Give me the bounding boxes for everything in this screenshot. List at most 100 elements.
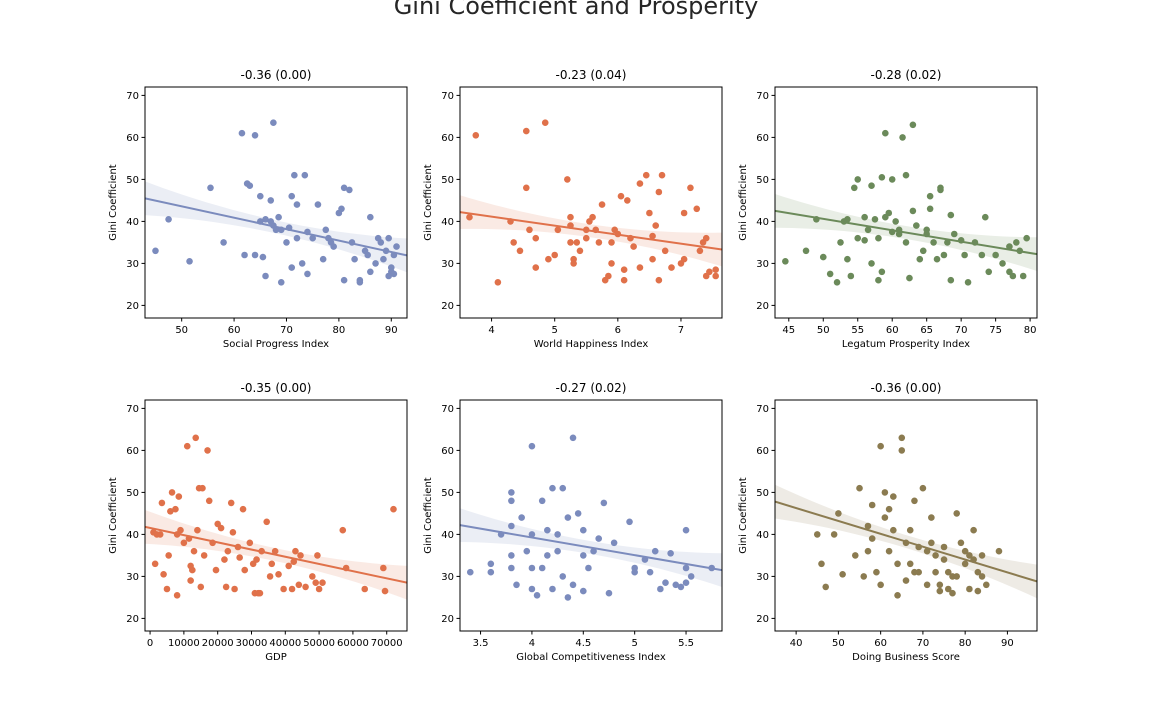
y-axis-label: Gini Coefficient — [108, 164, 119, 241]
y-tick-label: 40 — [756, 530, 769, 541]
data-point — [906, 560, 914, 568]
data-point — [928, 539, 935, 547]
data-point — [268, 560, 276, 568]
y-tick-label: 70 — [756, 404, 769, 415]
x-axis-label: Global Competitiveness Index — [516, 652, 666, 663]
data-point — [393, 243, 400, 250]
data-point — [966, 552, 973, 559]
data-point — [151, 560, 159, 568]
x-tick-label: 50 — [832, 638, 845, 649]
data-point — [158, 499, 166, 507]
data-point — [319, 579, 326, 586]
data-point — [646, 209, 653, 217]
data-point — [192, 434, 200, 442]
data-point — [877, 581, 884, 589]
data-point — [682, 579, 690, 586]
x-tick-label: 75 — [989, 325, 1002, 336]
plot-area — [460, 434, 722, 601]
data-point — [936, 581, 944, 589]
data-point — [1019, 272, 1027, 280]
data-point — [528, 442, 536, 450]
data-point — [850, 184, 858, 192]
y-tick-label: 60 — [126, 446, 139, 457]
data-point — [909, 207, 917, 215]
data-point — [923, 547, 931, 555]
x-tick-label: 60 — [228, 325, 241, 336]
y-axis-label: Gini Coefficient — [108, 477, 119, 554]
data-point — [564, 594, 572, 601]
data-point — [175, 493, 183, 500]
data-point — [961, 560, 969, 568]
y-tick-label: 40 — [756, 217, 769, 228]
data-point — [936, 587, 944, 595]
y-tick-label: 50 — [441, 488, 454, 499]
y-tick-label: 20 — [756, 301, 769, 312]
data-point — [861, 237, 868, 244]
x-tick-label: 60000 — [337, 638, 369, 649]
data-point — [160, 571, 167, 578]
data-point — [377, 239, 385, 246]
data-point — [878, 174, 886, 181]
data-point — [570, 260, 577, 267]
subplot-4: 0 10000 20000 30000 40000 50000 60000 70000 20 30… — [108, 381, 408, 663]
y-tick-label: 70 — [441, 404, 454, 415]
y-tick-label: 70 — [126, 91, 139, 102]
x-tick-label: 30000 — [236, 638, 268, 649]
x-tick-label: 50 — [175, 325, 188, 336]
data-point — [309, 573, 316, 580]
axes-frame — [774, 86, 1038, 319]
y-axis-label: Gini Coefficient — [423, 164, 434, 241]
data-point — [280, 585, 287, 593]
data-point — [236, 554, 243, 561]
data-point — [567, 239, 574, 246]
axes-frame — [144, 399, 408, 632]
x-tick-label: 90 — [1001, 638, 1014, 649]
data-point — [902, 171, 910, 179]
y-tick-label: 70 — [126, 404, 139, 415]
data-point — [712, 266, 719, 274]
data-point — [528, 531, 536, 538]
data-point — [649, 232, 656, 240]
data-point — [894, 592, 901, 599]
data-point — [620, 266, 628, 274]
data-point — [1013, 239, 1020, 246]
data-point — [224, 547, 232, 555]
data-point — [367, 268, 374, 276]
y-tick-label: 30 — [441, 572, 454, 583]
data-point — [677, 583, 685, 591]
data-point — [949, 589, 956, 597]
data-point — [314, 552, 321, 559]
data-point — [549, 585, 556, 593]
data-point — [624, 197, 631, 204]
data-point — [813, 531, 821, 538]
data-point — [516, 247, 524, 255]
data-point — [285, 562, 292, 570]
data-point — [466, 568, 474, 576]
data-point — [696, 247, 704, 255]
data-point — [782, 258, 789, 265]
data-point — [890, 493, 897, 500]
data-point — [957, 539, 965, 547]
data-point — [658, 171, 666, 179]
data-point — [667, 550, 674, 557]
data-point — [293, 201, 301, 208]
data-point — [706, 268, 713, 276]
regression-line — [775, 500, 1037, 583]
x-tick-label: 10000 — [168, 638, 200, 649]
data-point — [229, 529, 237, 536]
data-point — [902, 239, 910, 246]
subplot-title: -0.23 (0.04) — [556, 68, 627, 82]
data-point — [579, 552, 587, 559]
data-point — [246, 182, 254, 189]
data-point — [538, 497, 546, 505]
data-point — [985, 268, 993, 276]
x-tick-label: 80 — [959, 638, 972, 649]
data-point — [340, 276, 348, 284]
data-point — [290, 558, 298, 565]
y-tick-label: 60 — [441, 446, 454, 457]
subplot-title: -0.36 (0.00) — [871, 381, 942, 395]
data-point — [868, 182, 875, 189]
subplot-2: 4 5 6 7 20 30 40 50 60 70 World Happiness Index Gin… — [423, 68, 723, 350]
data-point — [844, 216, 851, 223]
data-point — [197, 583, 205, 591]
